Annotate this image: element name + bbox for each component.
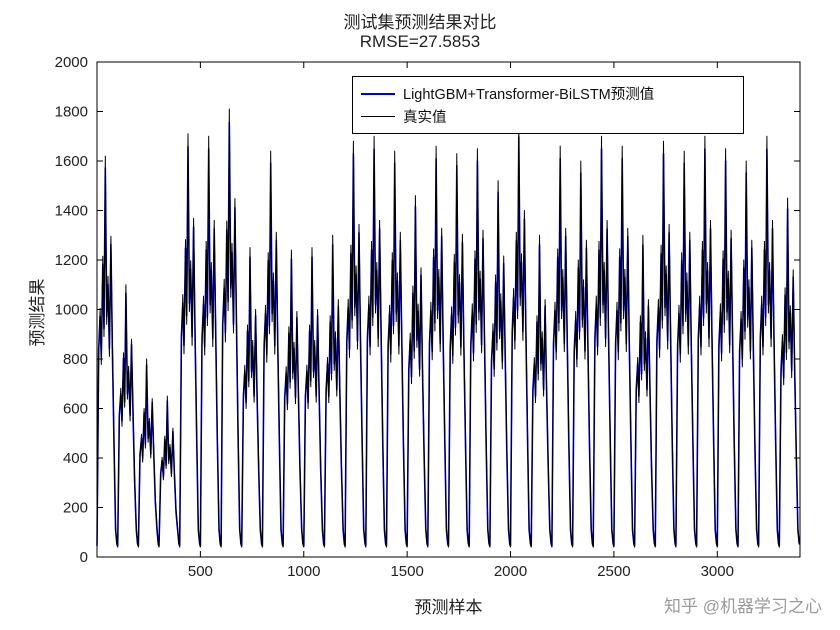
y-tick-label: 600 bbox=[63, 401, 88, 418]
chart-title: 测试集预测结果对比 bbox=[343, 13, 497, 32]
x-tick-label: 3000 bbox=[701, 563, 734, 580]
y-tick-label: 1800 bbox=[55, 104, 88, 121]
legend-line-sample-predicted bbox=[361, 92, 395, 95]
y-tick-label: 1000 bbox=[55, 302, 88, 319]
legend-entry-predicted: LightGBM+Transformer-BiLSTM预测值 bbox=[361, 82, 733, 105]
legend-box: LightGBM+Transformer-BiLSTM预测值 真实值 bbox=[352, 76, 744, 134]
legend-label-predicted: LightGBM+Transformer-BiLSTM预测值 bbox=[403, 87, 655, 103]
y-tick-label: 1600 bbox=[55, 153, 88, 170]
y-axis-label: 预测结果 bbox=[28, 278, 47, 347]
x-tick-label: 2000 bbox=[494, 563, 527, 580]
legend-label-actual: 真实值 bbox=[403, 110, 447, 126]
x-tick-label: 1500 bbox=[390, 563, 423, 580]
x-axis-label: 预测样本 bbox=[414, 598, 483, 617]
legend-line-sample-actual bbox=[361, 116, 395, 117]
series-line-actual bbox=[96, 108, 800, 548]
x-tick-label: 2500 bbox=[597, 563, 630, 580]
y-tick-label: 1400 bbox=[55, 203, 88, 220]
chart-subtitle-rmse: RMSE=27.5853 bbox=[359, 32, 481, 51]
y-tick-label: 1200 bbox=[55, 252, 88, 269]
y-tick-label: 0 bbox=[80, 549, 88, 566]
x-tick-label: 1000 bbox=[287, 563, 320, 580]
y-tick-label: 400 bbox=[63, 450, 88, 467]
y-tick-label: 2000 bbox=[55, 54, 88, 71]
x-tick-label: 500 bbox=[188, 563, 213, 580]
legend-entry-actual: 真实值 bbox=[361, 105, 733, 128]
y-tick-label: 200 bbox=[63, 500, 88, 517]
y-tick-label: 800 bbox=[63, 351, 88, 368]
watermark-text: 知乎 @机器学习之心 bbox=[664, 597, 822, 616]
